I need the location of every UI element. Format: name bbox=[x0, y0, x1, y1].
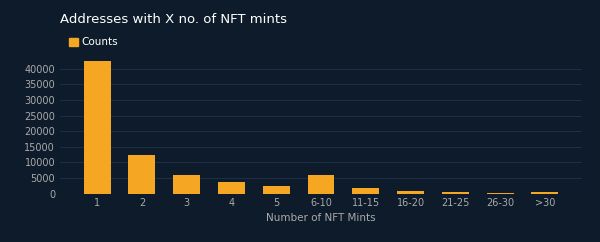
Bar bbox=[397, 191, 424, 194]
Bar bbox=[128, 155, 155, 194]
Bar bbox=[352, 188, 379, 194]
Text: Addresses with X no. of NFT mints: Addresses with X no. of NFT mints bbox=[60, 13, 287, 26]
Legend: Counts: Counts bbox=[65, 33, 122, 52]
Bar bbox=[218, 182, 245, 194]
Bar bbox=[173, 175, 200, 194]
Bar bbox=[532, 192, 558, 194]
Bar bbox=[84, 61, 110, 194]
X-axis label: Number of NFT Mints: Number of NFT Mints bbox=[266, 213, 376, 223]
Bar bbox=[442, 192, 469, 194]
Bar bbox=[487, 193, 514, 194]
Bar bbox=[263, 186, 290, 194]
Bar bbox=[308, 175, 334, 194]
